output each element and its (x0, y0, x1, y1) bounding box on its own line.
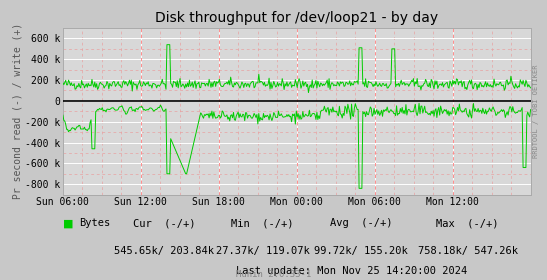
Text: Last update: Mon Nov 25 14:20:00 2024: Last update: Mon Nov 25 14:20:00 2024 (236, 266, 468, 276)
Text: 99.72k/ 155.20k: 99.72k/ 155.20k (314, 246, 408, 256)
Text: RRDTOOL / TOBI OETIKER: RRDTOOL / TOBI OETIKER (533, 65, 539, 158)
Text: 545.65k/ 203.84k: 545.65k/ 203.84k (114, 246, 214, 256)
Text: ■: ■ (63, 218, 73, 228)
Text: Bytes: Bytes (79, 218, 110, 228)
Y-axis label: Pr second read (-) / write (+): Pr second read (-) / write (+) (12, 23, 22, 199)
Text: 758.18k/ 547.26k: 758.18k/ 547.26k (418, 246, 517, 256)
Title: Disk throughput for /dev/loop21 - by day: Disk throughput for /dev/loop21 - by day (155, 11, 438, 25)
Text: 27.37k/ 119.07k: 27.37k/ 119.07k (216, 246, 310, 256)
Text: Cur  (-/+): Cur (-/+) (133, 218, 195, 228)
Text: Munin 2.0.33-1: Munin 2.0.33-1 (236, 270, 311, 279)
Text: Avg  (-/+): Avg (-/+) (330, 218, 392, 228)
Text: Max  (-/+): Max (-/+) (437, 218, 499, 228)
Text: Min  (-/+): Min (-/+) (231, 218, 294, 228)
